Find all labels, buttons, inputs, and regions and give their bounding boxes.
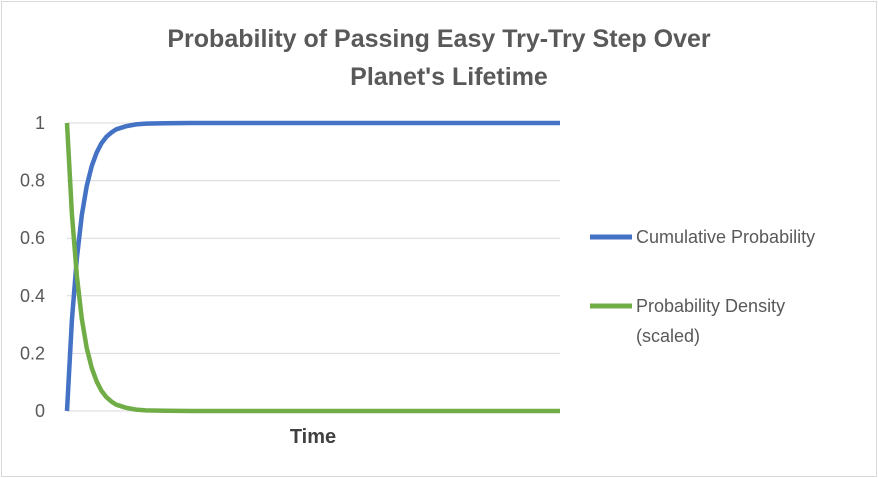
legend: Cumulative Probability Probability Densi… <box>590 227 815 346</box>
y-tick-label-1: 0.2 <box>20 343 45 363</box>
legend-label-cumulative-probability: Cumulative Probability <box>636 227 815 247</box>
y-tick-label-0: 0 <box>35 401 45 421</box>
y-tick-labels: 0 0.2 0.4 0.6 0.8 1 <box>20 113 45 421</box>
chart-title-line-2: Planet's Lifetime <box>350 63 548 91</box>
legend-label-probability-density: Probability Density (scaled) <box>636 296 785 346</box>
chart-title: Probability of Passing Easy Try-Try Step… <box>0 20 878 96</box>
y-tick-label-5: 1 <box>35 113 45 133</box>
x-axis-label: Time <box>290 426 336 448</box>
series-line-probability-density-scaled <box>64 122 560 414</box>
series-line-cumulative-probability <box>64 120 560 412</box>
series-lines <box>64 120 560 414</box>
gridlines <box>67 122 560 412</box>
y-tick-label-4: 0.8 <box>20 171 45 191</box>
y-tick-label-3: 0.6 <box>20 228 45 248</box>
y-tick-label-2: 0.4 <box>20 286 45 306</box>
chart-title-line-1: Probability of Passing Easy Try-Try Step… <box>167 25 711 53</box>
